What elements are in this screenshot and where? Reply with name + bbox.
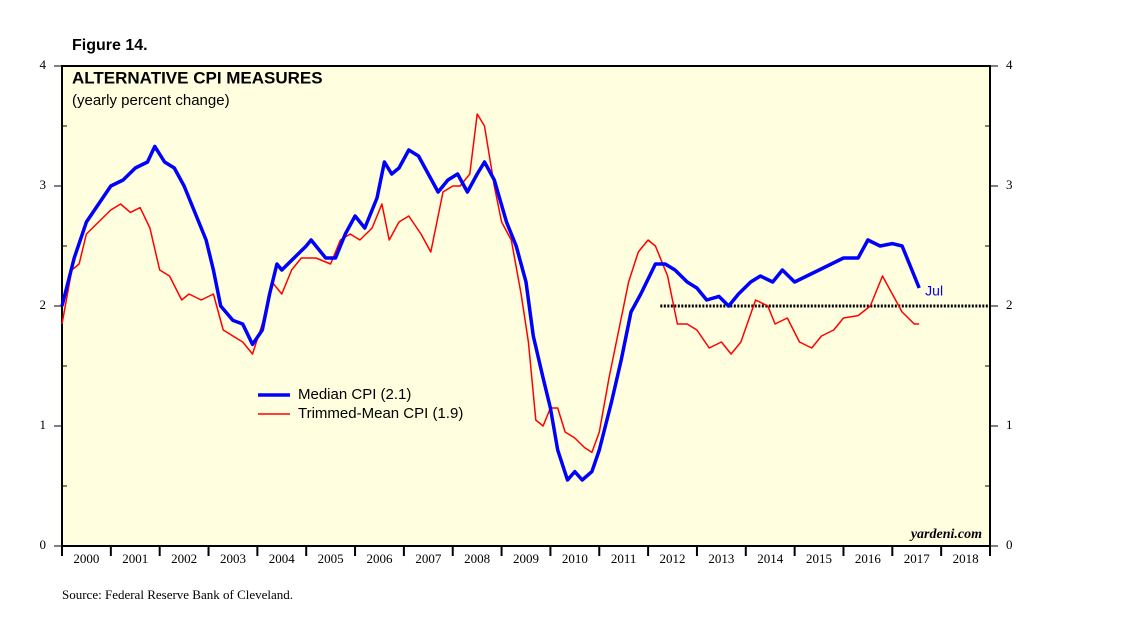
legend-label: Trimmed-Mean CPI (1.9) bbox=[298, 405, 463, 422]
x-tick-label: 2007 bbox=[415, 551, 442, 566]
y-tick-label: 1 bbox=[40, 417, 47, 432]
end-label: Jul bbox=[925, 283, 943, 299]
y2-tick-label: 2 bbox=[1006, 297, 1013, 312]
y-tick-label: 0 bbox=[40, 537, 47, 552]
x-tick-label: 2005 bbox=[318, 551, 344, 566]
x-tick-label: 2018 bbox=[953, 551, 979, 566]
y2-tick-label: 0 bbox=[1006, 537, 1013, 552]
series-line bbox=[60, 144, 921, 482]
y2-tick-label: 3 bbox=[1006, 177, 1013, 192]
figure-label: Figure 14. bbox=[72, 37, 148, 54]
x-tick-label: 2008 bbox=[464, 551, 490, 566]
x-tick-label: 2001 bbox=[122, 551, 148, 566]
chart-title: ALTERNATIVE CPI MEASURES bbox=[72, 68, 323, 87]
y-tick-label: 3 bbox=[40, 177, 47, 192]
legend-label: Median CPI (2.1) bbox=[298, 386, 411, 403]
x-tick-label: 2011 bbox=[611, 551, 637, 566]
y2-tick-label: 4 bbox=[1006, 57, 1013, 72]
x-tick-label: 2017 bbox=[904, 551, 931, 566]
y2-tick-label: 1 bbox=[1006, 417, 1013, 432]
x-tick-label: 2004 bbox=[269, 551, 296, 566]
watermark: yardeni.com bbox=[909, 527, 982, 542]
x-tick-label: 2015 bbox=[806, 551, 832, 566]
x-tick-label: 2012 bbox=[660, 551, 686, 566]
x-tick-label: 2016 bbox=[855, 551, 882, 566]
x-tick-label: 2009 bbox=[513, 551, 539, 566]
x-tick-label: 2000 bbox=[73, 551, 99, 566]
chart-subtitle: (yearly percent change) bbox=[72, 92, 230, 109]
x-tick-label: 2003 bbox=[220, 551, 246, 566]
x-tick-label: 2010 bbox=[562, 551, 588, 566]
source-note: Source: Federal Reserve Bank of Clevelan… bbox=[62, 587, 293, 602]
x-tick-label: 2014 bbox=[757, 551, 784, 566]
y-tick-label: 2 bbox=[40, 297, 47, 312]
x-tick-label: 2013 bbox=[708, 551, 734, 566]
x-tick-label: 2006 bbox=[366, 551, 393, 566]
y-tick-label: 4 bbox=[40, 57, 47, 72]
x-tick-label: 2002 bbox=[171, 551, 197, 566]
